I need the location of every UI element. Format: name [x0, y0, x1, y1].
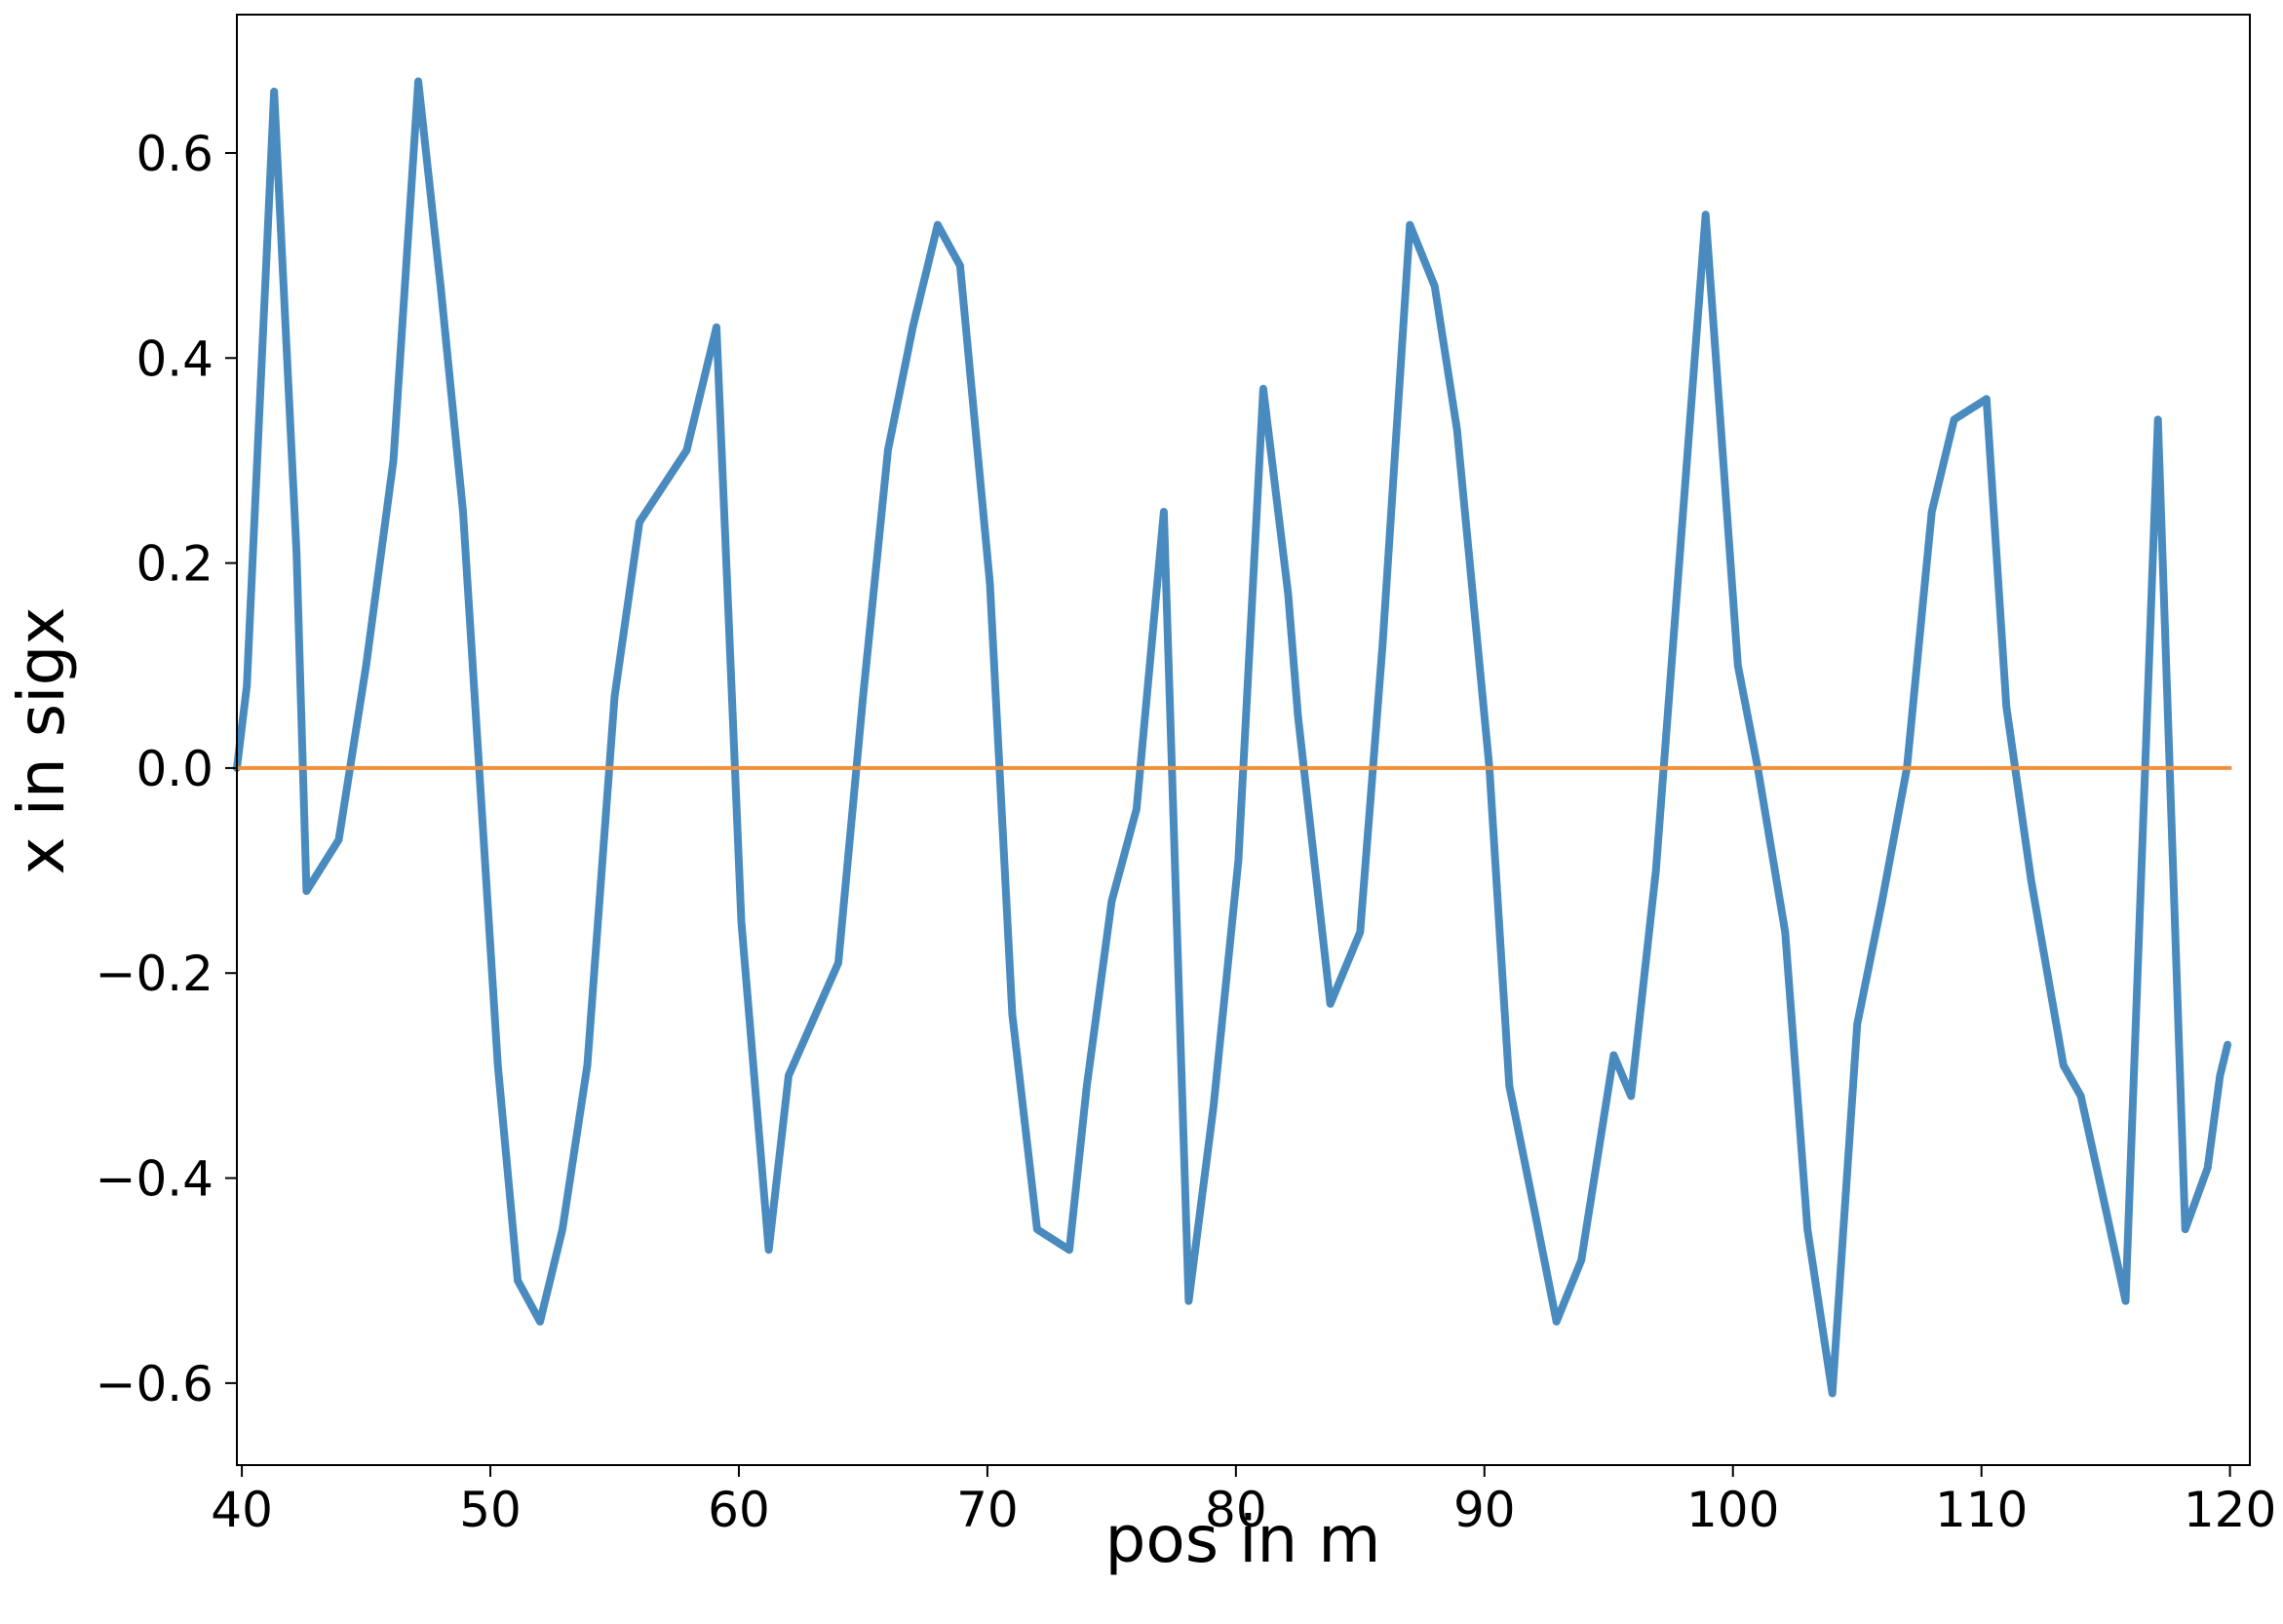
x-tick-label: 110: [1935, 1482, 2028, 1538]
x-tick-label: 50: [459, 1482, 522, 1538]
x-axis-label: pos in m: [1104, 1502, 1380, 1577]
x-tick-label: 90: [1453, 1482, 1516, 1538]
x-axis-ticks: 40 50 60 70 80 90 100 110 120: [211, 1465, 2276, 1538]
x-tick-label: 120: [2184, 1482, 2276, 1538]
series-layer: [233, 77, 2232, 1398]
y-tick-label: −0.2: [96, 946, 213, 1002]
x-tick-label: 40: [211, 1482, 273, 1538]
y-tick-label: −0.6: [96, 1356, 213, 1412]
y-tick-label: 0.4: [135, 330, 213, 387]
y-tick-label: 0.6: [135, 126, 213, 182]
series-line-signal: [233, 77, 2232, 1398]
x-tick-label: 100: [1686, 1482, 1779, 1538]
x-tick-label: 80: [1205, 1482, 1267, 1538]
y-tick-label: −0.4: [96, 1151, 213, 1208]
x-tick-label: 70: [956, 1482, 1019, 1538]
y-tick-label: 0.2: [135, 536, 213, 593]
y-axis-label: x in sigx: [4, 607, 79, 875]
x-tick-label: 60: [708, 1482, 770, 1538]
y-axis-ticks: −0.6 −0.4 −0.2 0.0 0.2 0.4 0.6: [96, 126, 237, 1412]
y-tick-label: 0.0: [135, 741, 213, 797]
plot-area-frame: [236, 14, 2251, 1466]
